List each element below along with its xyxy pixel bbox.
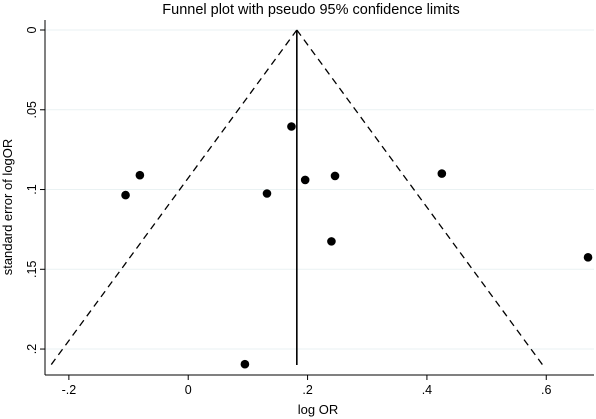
data-point (330, 171, 340, 181)
data-point (262, 189, 272, 198)
x-tick-label: .2 (302, 383, 312, 397)
y-tick-label: .15 (25, 261, 39, 278)
data-point (327, 237, 336, 246)
x-tick-label: -.2 (62, 383, 77, 397)
y-tick-label: .05 (25, 101, 39, 118)
ci-line-left (50, 29, 298, 366)
y-tick-label: 0 (25, 26, 39, 33)
data-point (121, 190, 130, 200)
x-tick-label: 0 (185, 383, 192, 397)
grid-lines (45, 29, 594, 350)
ci-line-right (296, 29, 544, 366)
data-point (135, 170, 145, 180)
x-tick-label: .6 (541, 383, 551, 397)
x-axis-label: log OR (298, 402, 338, 417)
data-point (240, 359, 250, 369)
x-tick-label: .4 (422, 383, 432, 397)
study-points (121, 122, 593, 369)
data-point (437, 169, 447, 178)
axes: 0 .05 .1 .15 .2 -.2 0 .2 .4 .6 (25, 20, 594, 397)
chart-title: Funnel plot with pseudo 95% confidence l… (162, 2, 459, 18)
y-tick-label: .2 (25, 344, 39, 354)
confidence-limits (50, 29, 544, 366)
y-tick-label: .1 (25, 184, 39, 194)
y-axis-label: standard error of logOR (0, 139, 15, 276)
data-point (300, 175, 310, 185)
data-point (583, 253, 593, 262)
data-point (287, 122, 296, 131)
